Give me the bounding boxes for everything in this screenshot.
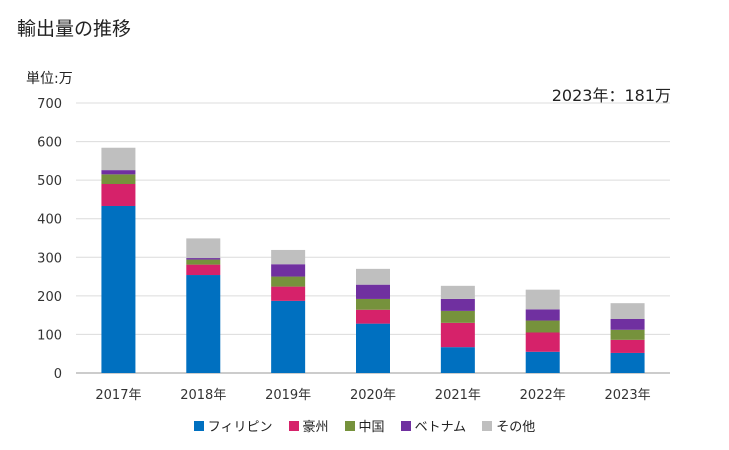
bar-segment: [271, 286, 306, 301]
y-tick-label: 0: [54, 367, 62, 382]
bar-segment: [101, 147, 136, 171]
bar-segment: [271, 264, 306, 277]
y-tick-label: 300: [37, 251, 62, 266]
legend-label: 中国: [358, 420, 385, 435]
bar-segment: [101, 174, 136, 184]
bar-segment: [525, 351, 560, 373]
bar-segment: [186, 259, 221, 265]
bar-segment: [186, 238, 221, 259]
legend-label: 豪州: [302, 420, 329, 435]
x-tick-label: 2018年: [180, 388, 226, 403]
y-tick-label: 200: [37, 290, 62, 305]
bar-segment: [440, 310, 475, 323]
bar-segment: [440, 298, 475, 311]
bar-segment: [440, 285, 475, 299]
legend-swatch: [344, 420, 355, 431]
y-tick-label: 500: [37, 174, 62, 189]
x-tick-label: 2020年: [350, 388, 396, 403]
legend-label: その他: [496, 420, 536, 435]
legend-item: 豪州: [288, 416, 329, 435]
bar-segment: [610, 319, 645, 330]
bar-segment: [440, 322, 475, 348]
bar-segment: [356, 284, 390, 299]
legend-swatch: [193, 420, 204, 431]
bar-segment: [271, 249, 306, 265]
bar-segment: [101, 170, 136, 175]
legend-swatch: [288, 420, 299, 431]
y-tick-label: 600: [37, 136, 62, 151]
legend-swatch: [400, 420, 411, 431]
x-tick-label: 2021年: [435, 388, 481, 403]
y-tick-label: 400: [37, 213, 62, 228]
bar-segment: [356, 323, 390, 373]
bar-segment: [356, 298, 390, 310]
legend-label: ベトナム: [414, 420, 467, 435]
x-tick-label: 2017年: [95, 388, 141, 403]
chart-title: 輸出量の推移: [17, 18, 132, 40]
bar-segment: [440, 347, 475, 373]
legend: フィリピン 豪州 中国 ベトナム その他: [0, 416, 729, 435]
bar-segment: [186, 258, 221, 260]
bar-segment: [186, 275, 221, 373]
legend-swatch: [482, 420, 493, 431]
bar-segment: [610, 339, 645, 353]
x-tick-label: 2022年: [520, 388, 566, 403]
bar-segment: [525, 332, 560, 352]
x-tick-label: 2023年: [605, 388, 651, 403]
bar-segment: [186, 264, 221, 276]
legend-label: フィリピン: [207, 420, 273, 435]
bar-segment: [610, 352, 645, 373]
bar-segment: [356, 268, 390, 285]
bar-segment: [610, 329, 645, 340]
bar-segment: [610, 303, 645, 319]
bar-segment: [356, 309, 390, 324]
bar-segment: [271, 300, 306, 373]
y-tick-label: 100: [37, 328, 62, 343]
y-tick-label: 700: [37, 97, 62, 112]
legend-item: その他: [482, 416, 535, 435]
legend-item: ベトナム: [400, 416, 467, 435]
bar-segment: [271, 276, 306, 287]
x-tick-label: 2019年: [265, 388, 311, 403]
y-axis-unit-label: 単位:万: [26, 71, 73, 87]
bar-segment: [101, 184, 136, 206]
legend-item: フィリピン: [193, 416, 273, 435]
bar-segment: [525, 309, 560, 321]
total-annotation: 2023年：181万: [551, 86, 671, 105]
bar-segment: [525, 320, 560, 333]
bar-segment: [525, 289, 560, 310]
legend-item: 中国: [344, 416, 385, 435]
bar-segment: [101, 205, 136, 373]
